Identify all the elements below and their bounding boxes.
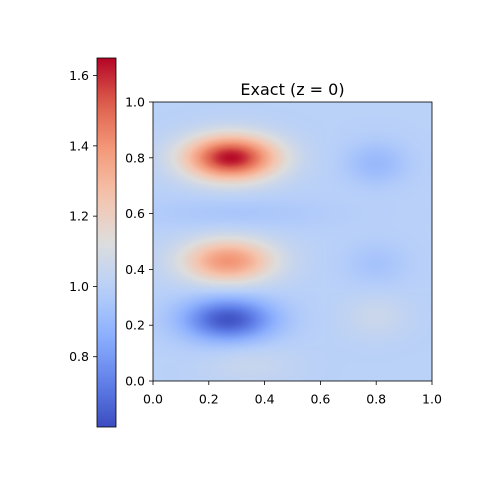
y-tick-label: 1.0 [125, 95, 145, 110]
x-tick-label: 0.2 [199, 392, 219, 407]
colorbar-tick-label: 1.0 [69, 279, 89, 294]
y-tick-label: 0.4 [125, 262, 145, 277]
y-tick-label: 0.0 [125, 374, 145, 389]
y-tick-label: 0.2 [125, 318, 145, 333]
colorbar: 0.8 1.0 1.2 1.4 1.6 [69, 57, 117, 428]
x-axis-ticks: 0.0 0.2 0.4 0.6 0.8 1.0 [143, 381, 442, 407]
heatmap-image [153, 102, 432, 381]
colorbar-tick-label: 0.8 [69, 349, 89, 364]
x-tick-label: 1.0 [422, 392, 442, 407]
x-tick-label: 0.0 [143, 392, 163, 407]
colorbar-tick-label: 1.4 [69, 138, 89, 153]
x-tick-label: 0.4 [255, 392, 275, 407]
chart-title: Exact (z = 0) [240, 80, 344, 99]
colorbar-gradient [96, 57, 117, 428]
colorbar-tick-label: 1.2 [69, 209, 89, 224]
y-tick-label: 0.8 [125, 150, 145, 165]
x-tick-label: 0.6 [310, 392, 330, 407]
y-axis-ticks: 0.0 0.2 0.4 0.6 0.8 1.0 [125, 95, 153, 389]
colorbar-tick-label: 1.6 [69, 68, 89, 83]
x-tick-label: 0.8 [366, 392, 386, 407]
colorbar-ticks: 0.8 1.0 1.2 1.4 1.6 [69, 68, 97, 364]
plot-area [152, 101, 433, 382]
plot-frame [152, 101, 433, 382]
y-tick-label: 0.6 [125, 206, 145, 221]
